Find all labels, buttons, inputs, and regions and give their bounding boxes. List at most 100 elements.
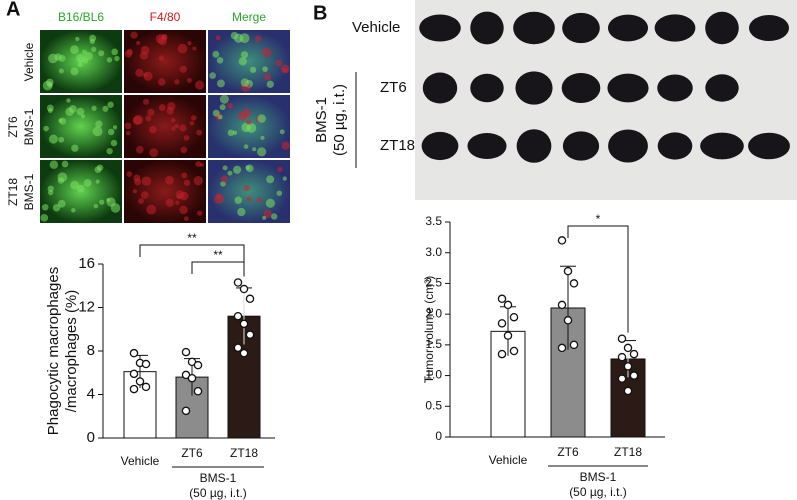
data-point [509,346,519,356]
cell [114,55,120,62]
cell [214,194,225,204]
cell [47,189,54,196]
panel-letter: A [6,0,20,20]
cell [149,125,157,134]
cell [264,73,272,81]
tumor [608,129,648,163]
group-label: (50 µg, i.t.) [331,84,348,156]
cell [141,176,152,186]
x-tick-label: ZT6 [557,445,579,459]
cell [266,175,275,184]
row-label: BMS-1 [22,108,36,145]
significance-label: * [596,212,601,226]
x-tick-label: ZT6 [181,446,203,460]
significance-label: ** [213,248,223,262]
cell [126,171,133,177]
tumor [515,71,553,105]
cell [77,184,85,193]
cell [175,200,180,205]
cell [61,160,69,168]
cell [47,82,53,88]
cell [52,204,61,212]
cell [240,51,249,59]
tumor [561,72,601,104]
cell [279,129,285,135]
data-point [503,300,513,310]
cell [71,207,76,213]
cell [75,36,80,42]
cell [76,107,85,116]
cell [77,62,83,68]
column-header: F4/80 [150,10,181,24]
cell [57,199,66,208]
data-point [497,294,507,304]
y-tick-label: 1.0 [425,368,442,382]
cell [57,172,68,183]
cell [93,203,99,209]
cell [47,185,54,192]
data-point [563,316,573,325]
y-tick-label: 3.5 [425,214,442,228]
cell [133,115,144,125]
cell [277,166,283,172]
cell [83,179,92,187]
y-tick-label: 2.5 [425,276,442,290]
tumor [513,11,555,45]
cell [41,203,49,211]
cell [112,125,118,130]
group-label: BMS-1 [580,470,617,484]
cell [106,57,113,63]
cell [107,101,114,108]
column-header: B16/BL6 [58,10,104,24]
cell [146,204,157,215]
data-point [181,347,191,357]
data-point [497,349,507,359]
cell [138,198,144,204]
cell [218,114,223,120]
cell [70,67,79,76]
cell [183,179,191,186]
y-tick-label: 0 [435,429,442,443]
cell [243,185,250,192]
cell [219,94,229,104]
tumor [607,73,649,103]
cell [136,41,141,46]
cell [166,107,174,115]
cell [215,35,221,41]
cell [183,135,190,141]
cell [177,43,188,54]
significance-label: ** [187,231,197,245]
tumor [562,131,600,161]
data-point [497,319,507,328]
data-point [623,343,633,353]
cell [143,71,153,81]
cell [192,46,197,51]
cell [49,160,59,169]
x-tick-label: ZT18 [230,446,258,460]
cell [58,118,63,123]
cell [212,109,220,117]
cell [227,102,234,109]
group-label: BMS-1 [200,471,237,485]
y-axis-label: Phagocytic macrophages [45,267,62,435]
cell [216,79,225,88]
tumor [705,74,739,102]
column-header: Merge [232,10,266,24]
data-point [233,311,243,321]
cell [227,129,235,137]
cell [179,65,187,73]
y-tick-label: 2.0 [425,306,442,320]
data-point [239,319,249,329]
tumor [657,132,693,160]
cell [76,53,86,63]
cell [142,98,150,105]
cell [174,79,180,85]
data-point [129,384,139,394]
significance-bracket [191,261,245,277]
cell [43,125,49,132]
y-tick-label: 12 [78,298,95,315]
cell [107,128,115,136]
cell [261,47,272,58]
cell [135,68,144,77]
cell [124,122,132,130]
